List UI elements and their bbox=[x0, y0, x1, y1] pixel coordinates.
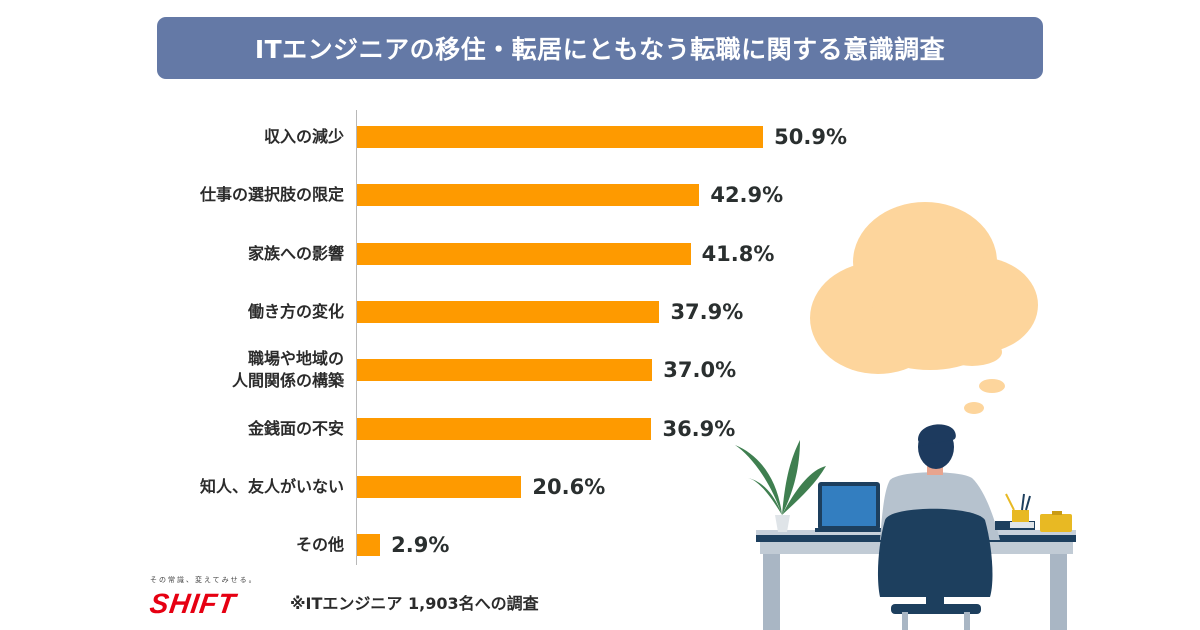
shift-logo: SHIFT bbox=[147, 588, 239, 619]
chart-title: ITエンジニアの移住・転居にともなう転職に関する意識調査 bbox=[254, 35, 946, 64]
category-label: 仕事の選択肢の限定 bbox=[199, 185, 344, 204]
bar-value-label: 37.9% bbox=[670, 300, 744, 324]
y-axis-line bbox=[356, 110, 357, 565]
category-label: 知人、友人がいない bbox=[199, 477, 344, 496]
category-label: 職場や地域の 人間関係の構築 bbox=[231, 349, 344, 390]
bar-value-label: 36.9% bbox=[662, 417, 736, 441]
bar bbox=[357, 301, 660, 323]
desk-items-icon bbox=[995, 493, 1072, 532]
category-label: 働き方の変化 bbox=[247, 302, 344, 321]
chair-icon bbox=[877, 508, 993, 630]
bar bbox=[357, 359, 653, 381]
survey-footnote: ※ITエンジニア 1,903名への調査 bbox=[290, 594, 539, 613]
category-label: その他 bbox=[295, 535, 344, 554]
bar-value-label: 37.0% bbox=[663, 358, 737, 382]
plant-icon bbox=[735, 440, 826, 532]
category-label: 金銭面の不安 bbox=[247, 419, 344, 438]
bar-value-label: 50.9% bbox=[774, 125, 848, 149]
category-label: 収入の減少 bbox=[263, 127, 344, 146]
laptop-icon bbox=[815, 482, 895, 532]
category-label: 家族への影響 bbox=[247, 244, 344, 263]
bar bbox=[357, 418, 652, 440]
person-icon bbox=[880, 424, 1000, 540]
bar bbox=[357, 476, 522, 498]
bar bbox=[357, 534, 381, 556]
bar bbox=[357, 243, 691, 265]
desk-icon bbox=[756, 530, 1076, 630]
logo-tagline: その常識、変えてみせる。 bbox=[150, 576, 258, 584]
title-banner: ITエンジニアの移住・転居にともなう転職に関する意識調査 bbox=[157, 17, 1043, 79]
bar-value-label: 41.8% bbox=[701, 242, 775, 266]
bar bbox=[357, 126, 764, 148]
bar-value-label: 42.9% bbox=[710, 183, 784, 207]
bar bbox=[357, 184, 700, 206]
thought-cloud-icon bbox=[810, 202, 1038, 414]
bar-value-label: 2.9% bbox=[391, 533, 450, 557]
bar-value-label: 20.6% bbox=[532, 475, 606, 499]
